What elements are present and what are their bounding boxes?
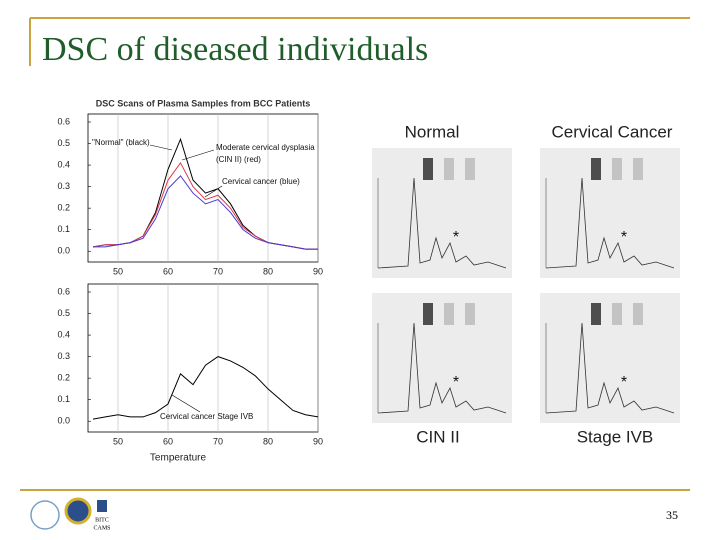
gel-band [591,158,601,180]
panel-bg [372,293,512,423]
y-tick-label: 0.4 [57,159,70,169]
annotation: Cervical cancer (blue) [222,177,300,186]
gel-panel: * Stage IVB [540,293,680,446]
chart-title: DSC Scans of Plasma Samples from BCC Pat… [96,98,311,108]
slide-title: DSC of diseased individuals [42,31,428,68]
gel-panel: * Cervical Cancer [540,122,680,278]
gel-panel: * CIN II [372,293,512,446]
y-tick-label: 0.3 [57,181,70,191]
data-line [92,137,318,250]
marker: * [621,374,627,391]
gel-band [612,158,622,180]
annotation: (CIN II) (red) [216,155,261,164]
trace [545,322,675,414]
x-tick-label: 60 [163,266,173,276]
data-line [92,356,319,420]
panel-label: Cervical Cancer [552,122,673,141]
plot-frame [87,113,319,263]
x-tick-label: 90 [313,436,323,446]
gel-band [591,303,601,325]
page-number: 35 [666,508,678,522]
annotation-arrow [149,144,173,151]
marker: * [453,229,459,246]
data-line [92,161,318,250]
gel-band [633,303,643,325]
logo [30,500,60,530]
annotation: "Normal" (black) [92,138,150,147]
y-tick-label: 0.5 [57,308,70,318]
chart: 0.0 0.1 0.2 0.3 0.4 0.5 0.6 50 60 70 80 90 Temperatu… [57,283,323,464]
annotation-arrow [181,149,215,161]
trace [377,177,507,269]
x-tick-label: 80 [263,266,273,276]
y-tick-label: 0.1 [57,224,70,234]
y-tick-label: 0.0 [57,246,70,256]
logos: BITC CAMS [30,497,111,531]
x-axis-label: Temperature [150,453,207,464]
panel-label: CIN II [416,427,459,446]
panel-label: Normal [405,122,460,141]
y-tick-label: 0.6 [57,286,70,296]
marker: * [453,374,459,391]
gel-band [633,158,643,180]
logo [97,500,107,512]
gel-band [465,158,475,180]
logo-text: CAMS [93,525,110,531]
gel-band [444,158,454,180]
plot-frame [87,283,319,433]
panel-bg [372,148,512,278]
y-tick-label: 0.0 [57,416,70,426]
gel-band [423,158,433,180]
trace [545,177,675,269]
annotation: Moderate cervical dysplasia [216,143,315,152]
gel-band [465,303,475,325]
gel-band [423,303,433,325]
y-tick-label: 0.3 [57,351,70,361]
logo-text: BITC [95,517,109,523]
gel-panel: * Normal [372,122,512,278]
annotation: Cervical cancer Stage IVB [160,412,253,421]
chart: DSC Scans of Plasma Samples from BCC Pat… [57,98,323,276]
panel-bg [540,148,680,278]
x-tick-label: 60 [163,436,173,446]
x-tick-label: 90 [313,266,323,276]
panel-label: Stage IVB [577,427,654,446]
x-tick-label: 70 [213,436,223,446]
y-tick-label: 0.2 [57,373,70,383]
marker: * [621,229,627,246]
y-tick-label: 0.1 [57,394,70,404]
gel-band [444,303,454,325]
panel-bg [540,293,680,423]
y-tick-label: 0.4 [57,329,70,339]
logo [64,497,92,525]
annotation-arrow [171,394,201,413]
x-tick-label: 80 [263,436,273,446]
annotation-arrow [204,185,223,198]
x-tick-label: 50 [113,436,123,446]
y-tick-label: 0.6 [57,116,70,126]
data-line [93,175,318,250]
x-tick-label: 70 [213,266,223,276]
x-tick-label: 50 [113,266,123,276]
gel-band [612,303,622,325]
trace [377,322,507,414]
y-tick-label: 0.2 [57,203,70,213]
y-tick-label: 0.5 [57,138,70,148]
